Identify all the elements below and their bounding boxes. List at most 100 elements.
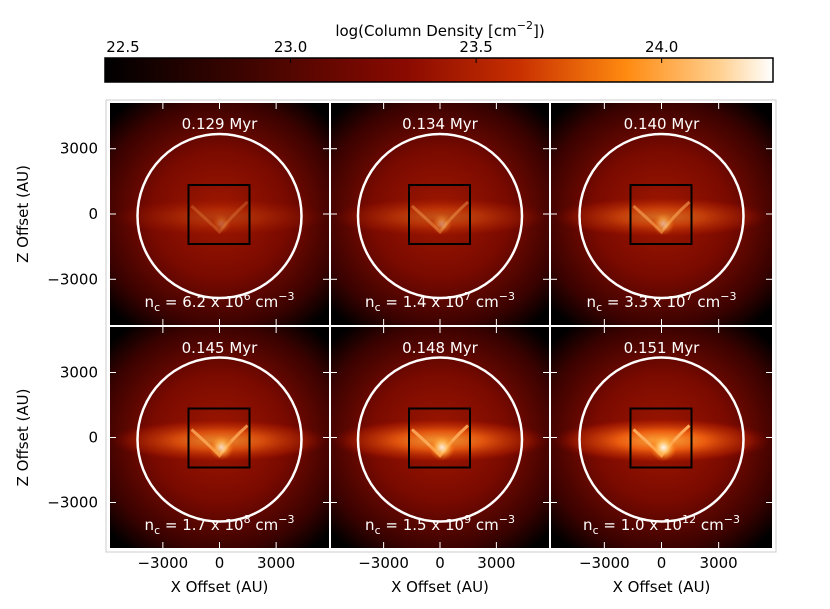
x-axis-label: X Offset (AU): [391, 578, 489, 596]
colorbar-tick-label: 23.5: [459, 38, 492, 56]
core: [209, 435, 234, 460]
zoom-box: [629, 407, 693, 469]
density-mantissa: = 1.7 x 10: [160, 516, 243, 534]
density-unit: cm: [693, 293, 721, 311]
x-tick-label: 0: [657, 554, 667, 572]
core: [212, 214, 231, 234]
density-subscript: c: [375, 524, 381, 537]
zoom-box: [187, 184, 251, 245]
colorbar-title-text: log(Column Density [cm: [335, 22, 516, 40]
density-subscript: c: [154, 524, 160, 537]
density-label: nc = 1.7 x 108 cm−3: [145, 513, 295, 537]
density-exponent: 9: [464, 513, 471, 526]
x-tick-label: −3000: [137, 554, 188, 572]
density-subscript: c: [154, 301, 160, 314]
x-axis-label: X Offset (AU): [613, 578, 711, 596]
x-axis-label: X Offset (AU): [171, 578, 269, 596]
x-tick-label: 3000: [257, 554, 295, 572]
zoom-box: [408, 407, 471, 469]
x-tick-label: 3000: [477, 554, 515, 572]
x-tick-label: −3000: [579, 554, 630, 572]
y-tick-label: −3000: [47, 494, 98, 512]
panel-image: [331, 327, 549, 548]
density-mantissa: = 1.0 x 10: [599, 516, 682, 534]
boundary-circle: [578, 356, 745, 523]
core: [428, 434, 456, 461]
colorbar-title: log(Column Density [cm−2]): [335, 19, 544, 40]
density-unit-exponent: −3: [720, 290, 736, 303]
density-symbol: n: [583, 516, 593, 534]
zoom-box: [408, 184, 471, 245]
density-exponent: 6: [244, 290, 251, 303]
density-unit-exponent: −3: [278, 513, 294, 526]
time-label: 0.148 Myr: [402, 339, 479, 357]
density-subscript: c: [375, 301, 381, 314]
density-mantissa: = 3.3 x 10: [602, 293, 685, 311]
density-unit-exponent: −3: [278, 290, 294, 303]
density-unit: cm: [696, 516, 724, 534]
density-mantissa: = 1.5 x 10: [381, 516, 464, 534]
x-tick-label: −3000: [358, 554, 409, 572]
colorbar-tick-label: 22.5: [106, 38, 139, 56]
density-unit-exponent: −3: [499, 513, 515, 526]
y-tick-label: 3000: [60, 140, 98, 158]
density-label: nc = 6.2 x 106 cm−3: [145, 290, 295, 314]
density-unit: cm: [251, 293, 279, 311]
zoom-box: [187, 407, 251, 469]
y-tick-label: −3000: [47, 270, 98, 288]
density-symbol: n: [587, 293, 597, 311]
density-exponent: 7: [686, 290, 693, 303]
density-subscript: c: [596, 301, 602, 314]
core: [652, 212, 675, 236]
boundary-circle: [136, 356, 303, 523]
colorbar-title-close: ]): [533, 22, 545, 40]
density-label: nc = 3.3 x 107 cm−3: [587, 290, 737, 314]
density-symbol: n: [145, 516, 155, 534]
colorbar-tick-label: 23.0: [274, 38, 307, 56]
y-axis-label: Z Offset (AU): [14, 165, 32, 263]
density-exponent: 12: [682, 513, 696, 526]
time-label: 0.145 Myr: [182, 339, 259, 357]
core: [649, 433, 678, 462]
colorbar-title-exponent: −2: [517, 19, 533, 32]
density-symbol: n: [365, 516, 375, 534]
zoom-box: [629, 184, 693, 245]
boundary-circle: [136, 132, 303, 300]
y-tick-label: 0: [88, 429, 98, 447]
density-unit: cm: [471, 516, 499, 534]
density-unit: cm: [251, 516, 279, 534]
panel-image: [110, 327, 329, 548]
density-label: nc = 1.0 x 1012 cm−3: [583, 513, 740, 537]
density-label: nc = 1.5 x 109 cm−3: [365, 513, 515, 537]
time-label: 0.151 Myr: [624, 339, 701, 357]
density-symbol: n: [145, 293, 155, 311]
y-axis-label: Z Offset (AU): [14, 389, 32, 487]
boundary-circle: [356, 132, 524, 300]
x-tick-label: 0: [215, 554, 225, 572]
colorbar: [104, 57, 774, 83]
y-tick-label: 3000: [60, 364, 98, 382]
density-exponent: 7: [464, 290, 471, 303]
panel-image: [551, 103, 772, 325]
density-subscript: c: [593, 524, 599, 537]
y-tick-label: 0: [88, 205, 98, 223]
panel-image: [331, 103, 549, 325]
density-exponent: 8: [244, 513, 251, 526]
density-unit-exponent: −3: [499, 290, 515, 303]
x-tick-label: 3000: [700, 554, 738, 572]
boundary-circle: [356, 356, 524, 523]
core: [431, 213, 453, 235]
panel-border: [105, 99, 777, 553]
panel-image: [551, 327, 772, 548]
time-label: 0.134 Myr: [402, 115, 479, 133]
x-tick-label: 0: [435, 554, 445, 572]
density-symbol: n: [365, 293, 375, 311]
density-unit-exponent: −3: [724, 513, 740, 526]
density-mantissa: = 6.2 x 10: [160, 293, 243, 311]
colorbar-tick-label: 24.0: [645, 38, 678, 56]
time-label: 0.140 Myr: [624, 115, 701, 133]
time-label: 0.129 Myr: [182, 115, 259, 133]
density-mantissa: = 1.4 x 10: [381, 293, 464, 311]
panel-image: [110, 103, 329, 325]
